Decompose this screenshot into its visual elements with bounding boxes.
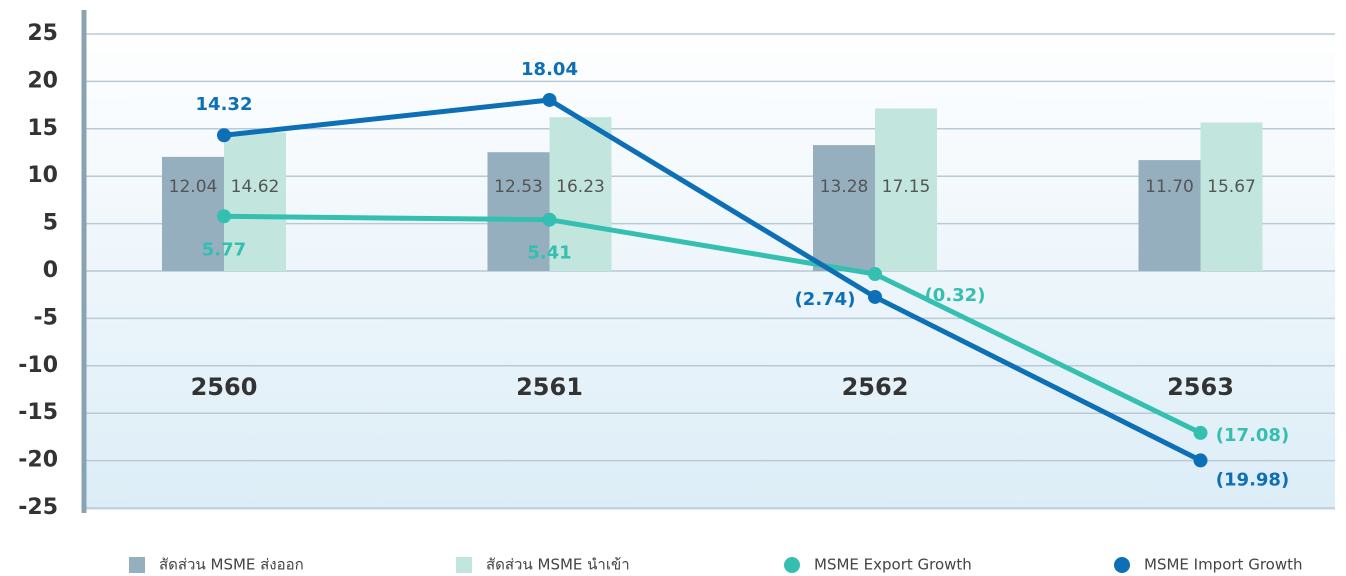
line-value-label: (19.98) — [1216, 469, 1289, 490]
legend-label: สัดส่วน MSME ส่งออก — [159, 556, 304, 574]
y-tick-label: -5 — [34, 305, 58, 330]
line-point — [217, 128, 231, 143]
legend-swatch — [456, 557, 472, 573]
line-value-label: (0.32) — [925, 285, 986, 306]
line-value-label: 5.41 — [527, 243, 571, 264]
line-value-label: 18.04 — [521, 59, 578, 80]
line — [223, 97, 1202, 463]
legend-label: MSME Export Growth — [814, 556, 972, 574]
category-label: 2563 — [1167, 373, 1234, 401]
y-tick-label: 5 — [43, 211, 58, 236]
category-label: 2562 — [842, 373, 909, 401]
y-tick-label: 20 — [27, 68, 58, 93]
line-point — [542, 212, 557, 227]
line-point — [868, 289, 882, 304]
line — [223, 213, 1202, 436]
y-tick-label: -20 — [18, 448, 58, 473]
category-label: 2561 — [516, 373, 583, 401]
plot-background — [84, 20, 1335, 510]
bar-value-label: 11.70 — [1145, 177, 1194, 197]
legend-swatch — [1114, 557, 1130, 573]
category-label: 2560 — [191, 373, 258, 401]
bar — [1138, 160, 1201, 271]
line-value-label: 14.32 — [196, 94, 253, 115]
line-point — [542, 92, 557, 107]
bar — [875, 108, 937, 271]
bar — [1200, 122, 1263, 272]
bar-value-label: 17.15 — [882, 177, 931, 197]
bar — [487, 152, 550, 271]
bar-value-label: 12.04 — [169, 177, 218, 197]
y-tick-label: -25 — [18, 495, 58, 520]
bar — [549, 117, 612, 271]
y-tick-label: 25 — [27, 21, 58, 46]
bar-value-label: 16.23 — [556, 177, 605, 197]
legend-swatch — [784, 557, 800, 573]
bar-value-label: 13.28 — [820, 177, 869, 197]
line-point — [217, 209, 231, 224]
bar — [224, 132, 286, 271]
line-value-label: (17.08) — [1216, 425, 1289, 446]
line-point — [1193, 453, 1208, 468]
y-tick-label: -10 — [18, 353, 58, 378]
bar-value-label: 15.67 — [1207, 177, 1256, 197]
bar-value-label: 12.53 — [494, 177, 543, 197]
y-tick-label: 0 — [43, 258, 58, 283]
y-tick-label: -15 — [18, 400, 58, 425]
y-tick-label: 15 — [27, 116, 58, 141]
bar — [162, 156, 224, 271]
y-tick-label: 10 — [27, 163, 58, 188]
legend-label: สัดส่วน MSME นำเข้า — [486, 556, 630, 574]
bar — [813, 145, 875, 271]
legend-label: MSME Import Growth — [1144, 556, 1303, 574]
bar-value-label: 14.62 — [231, 177, 280, 197]
legend-swatch — [129, 557, 145, 573]
line-point — [1193, 425, 1208, 440]
line-point — [868, 267, 882, 282]
line-value-label: (2.74) — [795, 289, 856, 310]
line-value-label: 5.77 — [202, 239, 246, 260]
